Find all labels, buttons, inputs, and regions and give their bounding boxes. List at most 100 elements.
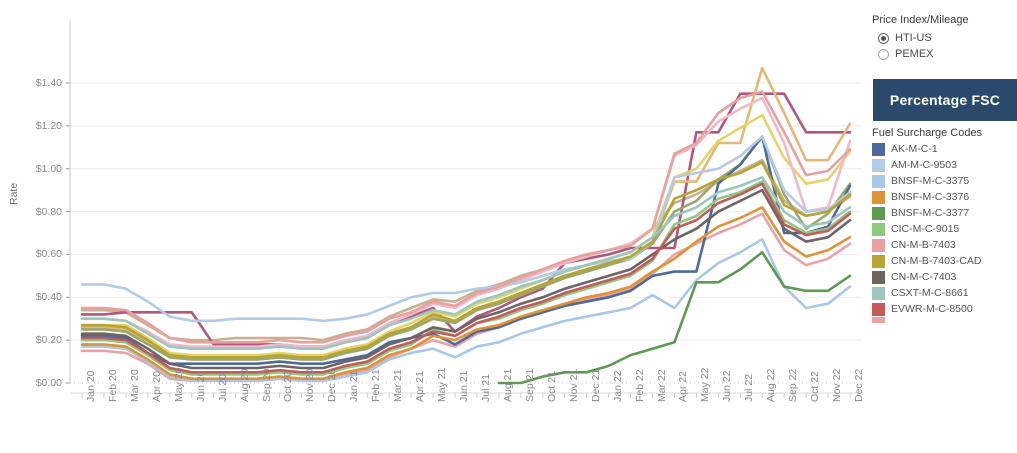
legend-item[interactable]: CSXT-M-C-8661: [872, 285, 1017, 301]
line-chart-plot: [66, 20, 862, 398]
legend-color-swatch: [872, 174, 885, 188]
y-tick-label: $0.00: [35, 377, 62, 389]
legend-item[interactable]: CN-M-B-7403-CAD: [872, 253, 1017, 269]
legend-item-label: BNSF-M-C-3375: [891, 175, 970, 187]
x-tick-label: Nov 22: [831, 368, 844, 402]
y-tick-label: $0.40: [35, 291, 62, 304]
chart-line: [80, 238, 852, 383]
x-tick-label: Jan 22: [611, 370, 624, 402]
legend-item-clipped[interactable]: [872, 317, 1017, 323]
y-tick-label: $0.20: [35, 334, 62, 347]
x-tick-label: Jan 21: [348, 370, 361, 402]
chart-line: [80, 90, 852, 344]
x-tick-label: Mar 20: [128, 369, 141, 402]
legend-item-label: CN-M-B-7403-CAD: [891, 255, 982, 267]
x-tick-label: Aug 21: [501, 368, 514, 402]
x-tick-label: Sep 21: [523, 368, 536, 402]
price-index-options: HTI-US PEMEX: [872, 30, 1017, 62]
legend-color-swatch: [872, 270, 885, 284]
y-tick-label: $1.40: [35, 77, 62, 89]
x-tick-label: Feb 20: [106, 369, 119, 402]
x-tick-label: Oct 20: [282, 371, 295, 402]
legend-item[interactable]: AM-M-C-9503: [872, 157, 1017, 173]
x-tick-label: Apr 20: [150, 371, 163, 402]
legend-item-label: AK-M-C-1: [891, 143, 938, 155]
x-tick-label: Jun 21: [458, 370, 471, 402]
percentage-fsc-button[interactable]: Percentage FSC: [873, 79, 1017, 121]
chart-line: [80, 135, 852, 366]
chart-line: [80, 96, 852, 348]
y-axis-ticks: $0.00 $0.20 $0.40 $0.60 $0.80 $1.00 $1.20 $1.40: [14, 0, 62, 453]
x-tick-label: Oct 21: [545, 371, 558, 402]
y-tick-label: $0.60: [35, 248, 62, 261]
legend-item-label: AM-M-C-9503: [891, 159, 957, 171]
legend-item[interactable]: CIC-M-C-9015: [872, 221, 1017, 237]
legend-item[interactable]: BNSF-M-C-3376: [872, 189, 1017, 205]
radio-option-label: PEMEX: [895, 48, 934, 61]
price-index-mileage-group: Price Index/Mileage HTI-US PEMEX: [872, 14, 1017, 62]
x-tick-label: Nov 21: [567, 368, 580, 402]
legend-color-swatch: [872, 222, 885, 236]
legend-color-swatch: [872, 238, 885, 252]
legend-color-swatch: [872, 317, 885, 323]
legend-color-swatch: [872, 158, 885, 172]
x-axis-ticks: Jan 20 Feb 20 Mar 20 Apr 20 May 20 Jun 20 Jul …: [85, 367, 865, 402]
legend-item-label: CIC-M-C-9015: [891, 223, 960, 235]
legend-title: Fuel Surcharge Codes: [872, 127, 983, 139]
legend-item-label: CSXT-M-C-8661: [891, 287, 969, 299]
radio-unselected-icon[interactable]: [878, 48, 889, 60]
legend-color-swatch: [872, 254, 885, 268]
chart-line: [80, 188, 852, 370]
y-tick-label: $0.80: [35, 205, 62, 218]
x-tick-label: Nov 20: [304, 368, 317, 402]
legend-item[interactable]: CN-M-B-7403: [872, 237, 1017, 253]
chart-panel: Mileage FSC Rate $0.00$0.20$0.40$0.60$0.…: [8, 0, 865, 453]
legend-item-label: EVWR-M-C-8500: [891, 303, 973, 315]
x-tick-label: Jun 20: [194, 370, 207, 402]
chart-line: [80, 113, 852, 357]
x-tick-label: Mar 22: [655, 369, 668, 402]
legend-item[interactable]: AK-M-C-1: [872, 141, 1017, 157]
x-tick-label: Mar 21: [392, 369, 405, 402]
legend-color-swatch: [872, 142, 885, 156]
legend-item[interactable]: BNSF-M-C-3375: [872, 173, 1017, 189]
legend-item[interactable]: EVWR-M-C-8500: [872, 301, 1017, 317]
chart-line: [497, 250, 852, 385]
chart-line: [80, 135, 852, 361]
chart-line: [80, 175, 852, 351]
x-tick-label: May 21: [436, 367, 449, 402]
radio-option-hti-us[interactable]: HTI-US: [878, 30, 1017, 46]
legend-item[interactable]: CN-M-C-7403: [872, 269, 1017, 285]
legend-item[interactable]: BNSF-M-C-3377: [872, 205, 1017, 221]
x-tick-label: Jun 22: [721, 370, 734, 402]
x-tick-label: Feb 21: [370, 369, 383, 402]
x-tick-label: Apr 22: [677, 371, 690, 402]
radio-option-label: HTI-US: [895, 32, 932, 45]
legend-color-swatch: [872, 302, 885, 316]
x-tick-label: Dec 21: [589, 368, 602, 402]
legend-color-swatch: [872, 286, 885, 300]
x-tick-label: Sep 20: [260, 368, 273, 402]
x-tick-label: Oct 22: [809, 371, 822, 402]
x-tick-label: Sep 22: [787, 368, 800, 402]
legend: Fuel Surcharge Codes AK-M-C-1 AM-M-C-9503…: [872, 127, 1017, 323]
chart-line: [80, 135, 852, 323]
x-tick-label: Feb 22: [633, 369, 646, 402]
legend-item-label: BNSF-M-C-3376: [891, 191, 970, 203]
side-panel: Price Index/Mileage HTI-US PEMEX Percenta…: [868, 0, 1017, 453]
radio-selected-icon[interactable]: [878, 32, 889, 44]
y-tick-label: $1.20: [35, 119, 62, 132]
x-tick-label: Aug 20: [238, 368, 251, 402]
legend-item-label: CN-M-B-7403: [891, 239, 956, 251]
x-tick-label: May 22: [699, 367, 712, 402]
legend-item-label: BNSF-M-C-3377: [891, 207, 970, 219]
radio-option-pemex[interactable]: PEMEX: [878, 46, 1017, 62]
x-tick-label: Jul 21: [479, 373, 492, 402]
chart-line: [80, 160, 852, 359]
legend-color-swatch: [872, 206, 885, 220]
legend-item-label: CN-M-C-7403: [891, 271, 957, 283]
x-tick-label: Dec 22: [853, 368, 865, 402]
y-tick-label: $1.00: [35, 162, 62, 175]
x-tick-label: Jul 20: [216, 373, 229, 402]
